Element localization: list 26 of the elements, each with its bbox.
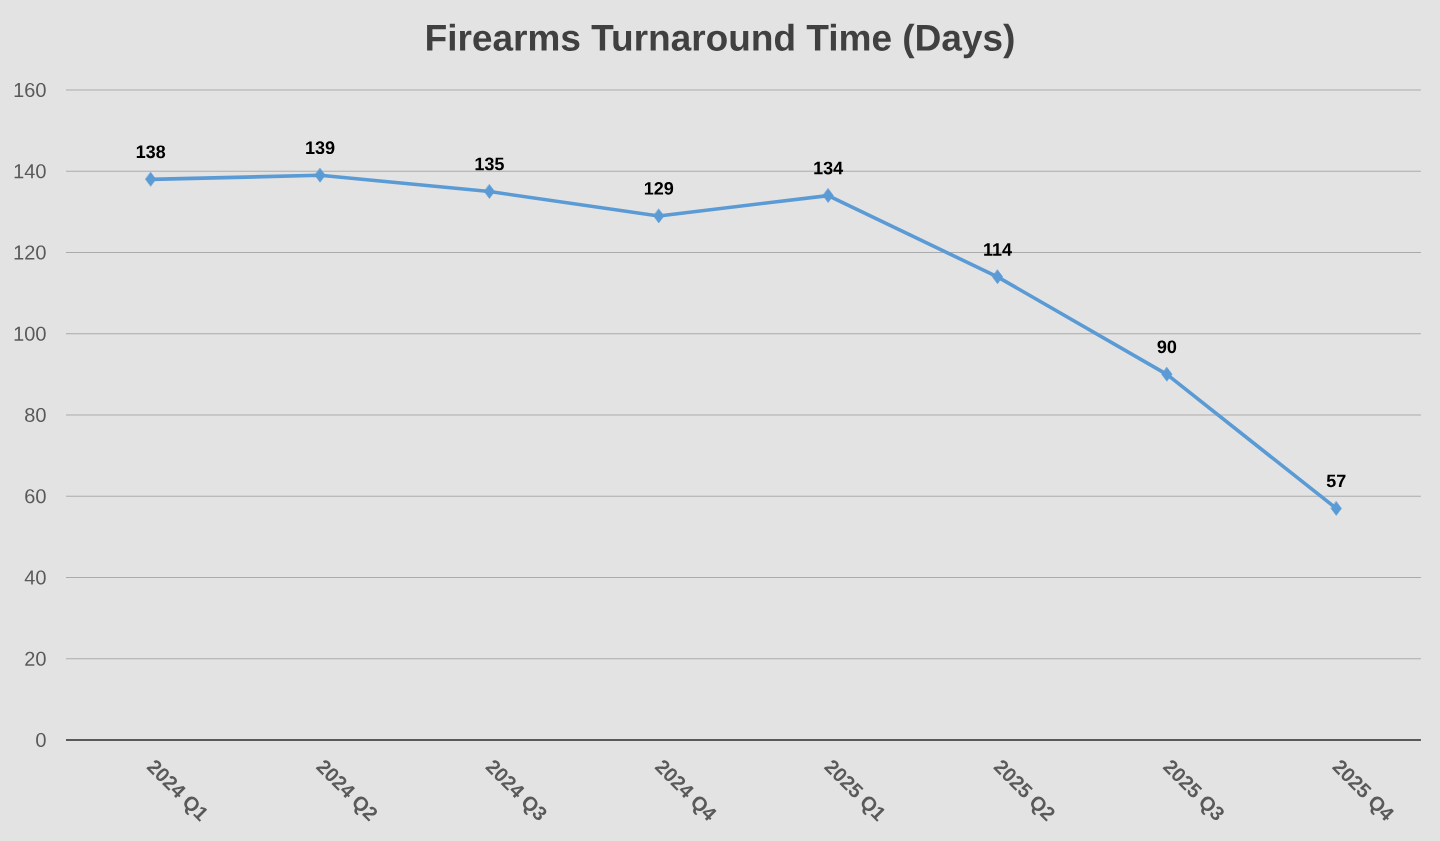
point [1330, 501, 1342, 516]
point [992, 269, 1004, 285]
data-label: 114 [984, 243, 1012, 256]
point [145, 172, 157, 187]
data-label: 135 [475, 157, 504, 171]
y-tick-label: 40 [24, 570, 46, 585]
data-label: 139 [306, 141, 335, 155]
point [314, 168, 326, 183]
point [1161, 367, 1173, 382]
y-tick-label: 100 [14, 326, 46, 341]
y-tick-label: 80 [25, 407, 46, 423]
y-tick-label: 160 [14, 82, 46, 98]
y-tick-label: 20 [25, 651, 46, 666]
data-label: 129 [644, 181, 674, 195]
data-label: 57 [1326, 474, 1346, 488]
y-tick-label: 140 [14, 164, 46, 179]
point [822, 188, 834, 203]
y-tick-label: 60 [25, 489, 46, 504]
y-tick-label: 120 [14, 245, 46, 260]
point [483, 184, 495, 199]
data-label: 134 [814, 161, 844, 175]
data-label: 138 [136, 145, 166, 159]
y-tick-label: 0 [36, 732, 46, 748]
point [653, 208, 665, 224]
chart-title: Firearms Turnaround Time (Days) [427, 23, 1014, 59]
data-label: 90 [1157, 340, 1177, 354]
